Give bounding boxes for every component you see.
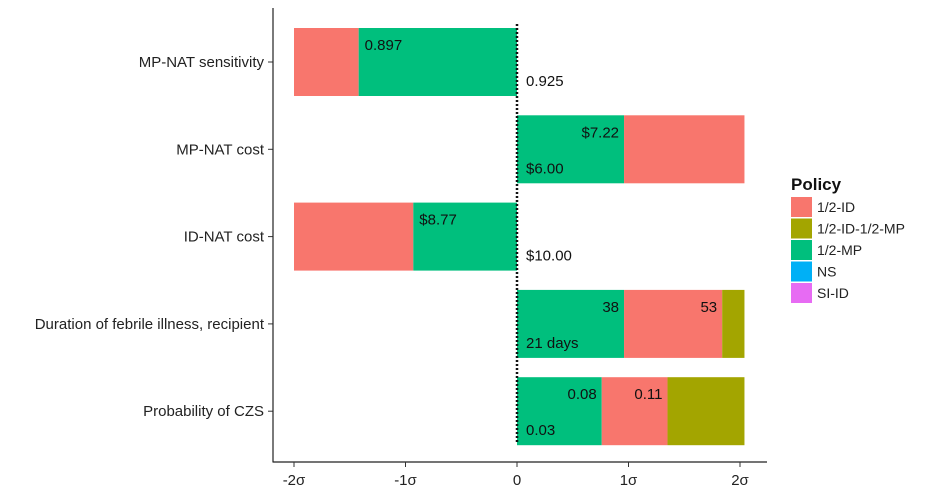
x-tick-label-2: 2σ [731,472,749,489]
bar-mp-nat-sensitivity-1-2-id-0 [294,28,359,96]
legend-swatch-ns [791,261,812,282]
legend-title: Policy [791,175,842,194]
bar-probability-of-czs-1-2-id-1 [601,377,668,446]
bar-probability-of-czs-1-2-id-1-2-mp-2 [667,377,745,446]
data-label-duration-of-febrile-illness-recipient-0: 38 [602,299,619,316]
baseline-label-layer: 0.925 $6.00 $10.00 21 days 0.03 [526,73,579,439]
legend-swatch-si-id [791,283,812,303]
category-label-layer: MP-NAT sensitivity MP-NAT cost ID-NAT cost… [35,54,273,420]
y-tick-label-mp-nat-cost: MP-NAT cost [176,141,265,158]
baseline-label-duration-of-febrile-illness-recipient: 21 days [526,335,579,352]
baseline-label-probability-of-czs: 0.03 [526,422,555,439]
legend-swatch-1-2-id [791,197,812,217]
y-tick-label-duration-of-febrile-illness-recipient: Duration of febrile illness, recipient [35,316,265,333]
x-axis-ticks: -2σ -1σ 0 1σ 2σ [283,462,750,489]
x-tick-label-2: -2σ [283,472,306,489]
segment-label-layer: 0.897 $7.22 $8.77 38 53 0.08 0.11 [365,37,717,403]
data-label-probability-of-czs-1: 0.11 [634,386,662,403]
legend-label-ns: NS [817,264,836,280]
legend-swatch-1-2-id-1-2-mp [791,218,812,239]
bar-id-nat-cost-1-2-mp-1 [413,202,517,271]
legend-label-1-2-id: 1/2-ID [817,199,855,215]
data-label-duration-of-febrile-illness-recipient-1: 53 [700,299,717,316]
y-tick-label-id-nat-cost: ID-NAT cost [184,229,265,246]
x-tick-label-0: 0 [513,472,521,489]
bar-mp-nat-cost-1-2-id-1 [624,115,745,184]
data-label-mp-nat-sensitivity-1: 0.897 [365,37,403,54]
bar-probability-of-czs-1-2-mp-0 [517,377,602,446]
legend-label-si-id: SI-ID [817,285,849,301]
bar-id-nat-cost-1-2-id-0 [294,202,414,271]
bar-mp-nat-sensitivity-1-2-mp-1 [358,28,517,96]
x-tick-label-1: 1σ [620,472,638,489]
legend: Policy 1/2-ID 1/2-ID-1/2-MP 1/2-MP NS SI-ID [791,175,905,303]
bar-duration-of-febrile-illness-recipient-1-2-mp-0 [517,289,625,358]
legend-label-1-2-mp: 1/2-MP [817,242,862,258]
bar-mp-nat-cost-1-2-mp-0 [517,115,625,184]
data-label-mp-nat-cost-0: $7.22 [581,124,619,141]
baseline-label-id-nat-cost: $10.00 [526,248,572,265]
data-label-probability-of-czs-0: 0.08 [568,386,597,403]
baseline-label-mp-nat-cost: $6.00 [526,160,564,177]
legend-swatch-1-2-mp [791,240,812,260]
legend-label-1-2-id-1-2-mp: 1/2-ID-1/2-MP [817,221,905,237]
bar-duration-of-febrile-illness-recipient-1-2-id-1-2-mp-2 [722,289,745,358]
axes [272,8,767,463]
x-tick-label-1: -1σ [394,472,417,489]
data-label-id-nat-cost-1: $8.77 [419,212,457,229]
y-tick-label-probability-of-czs: Probability of CZS [143,403,264,420]
bar-layer [294,28,745,446]
baseline-label-mp-nat-sensitivity: 0.925 [526,73,564,90]
y-tick-label-mp-nat-sensitivity: MP-NAT sensitivity [139,54,265,71]
bar-duration-of-febrile-illness-recipient-1-2-id-1 [624,289,723,358]
